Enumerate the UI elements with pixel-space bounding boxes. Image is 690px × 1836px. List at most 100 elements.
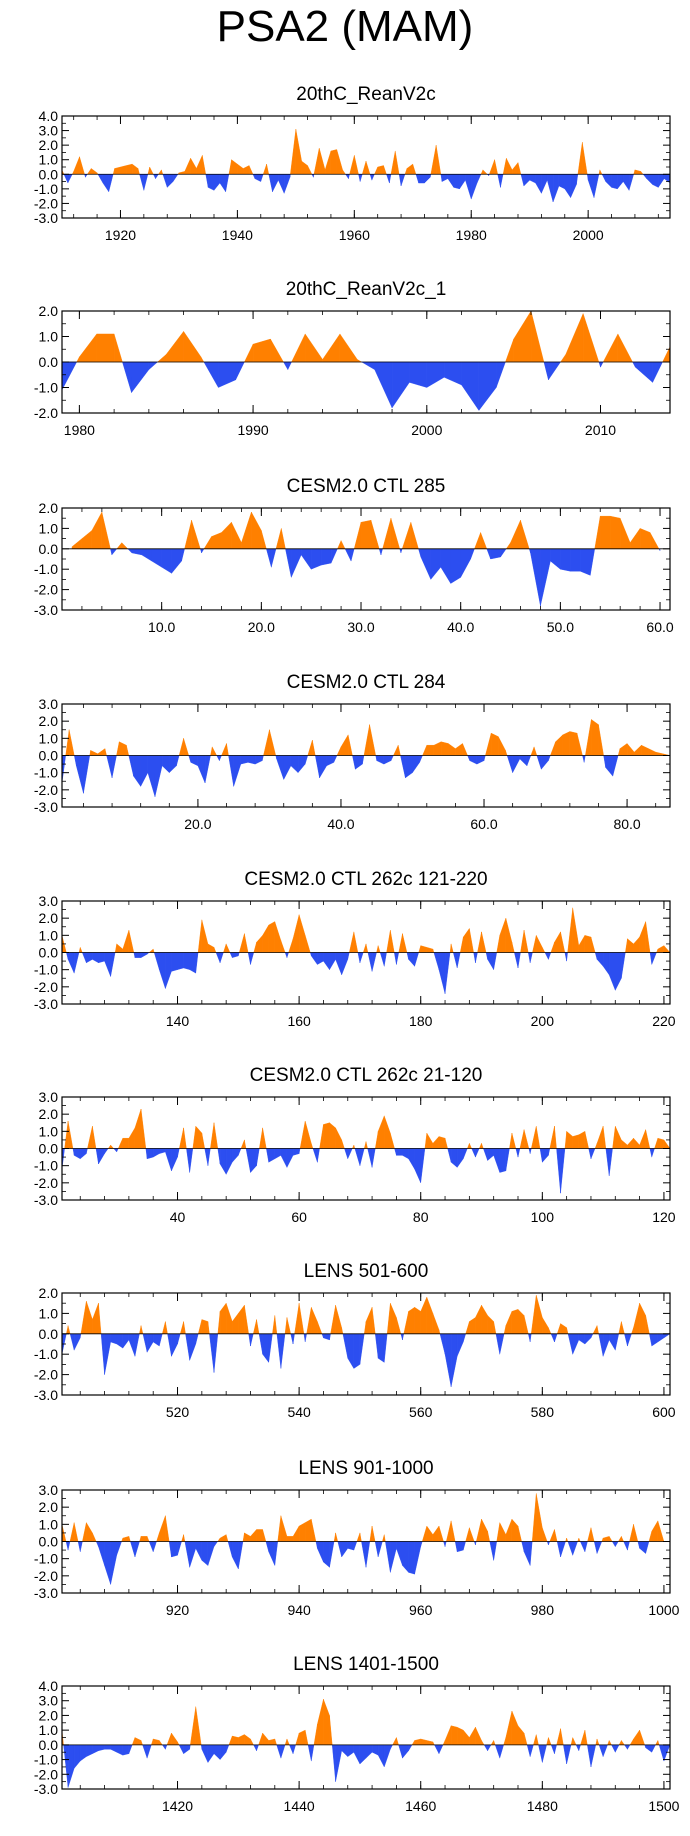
negative-area [104,1148,109,1155]
positive-area [592,1325,598,1335]
positive-area [183,1534,186,1542]
positive-area [480,169,484,175]
positive-area [645,921,651,953]
negative-area [652,174,659,188]
chart-panel-7: LENS 501-600 -3.0 -2.0 -1.0 0.0 1.0 2.0 520 540 5… [34,1261,676,1420]
negative-area [566,952,568,962]
negative-area [189,1148,194,1173]
negative-area [177,952,184,970]
negative-area [80,1744,87,1762]
positive-area [655,1740,659,1746]
positive-area [617,1535,622,1542]
negative-area [65,1541,69,1551]
negative-area [141,548,152,562]
positive-area [134,1737,142,1746]
y-tick-label: 2.0 [39,1707,59,1723]
positive-area [329,1122,336,1149]
x-tick-label: 2000 [573,227,604,243]
positive-area [478,1143,482,1149]
positive-area [432,949,435,953]
positive-area [244,1734,251,1746]
y-tick-label: 0.0 [39,1141,59,1157]
positive-area [480,532,488,549]
positive-area [627,938,634,953]
positive-area [157,353,167,363]
positive-area [298,1303,305,1335]
negative-area [473,952,476,963]
x-tick-label: 600 [652,1404,676,1420]
negative-area [379,952,385,967]
negative-area [359,1744,367,1765]
negative-area [110,952,116,977]
positive-area [237,163,244,175]
positive-area [317,1321,323,1335]
negative-area [554,1744,557,1754]
positive-area [107,1144,111,1149]
positive-area [450,1725,458,1746]
negative-area [415,174,419,184]
positive-area [596,1738,600,1746]
y-tick-label: 4.0 [39,108,59,124]
negative-area [284,952,288,958]
positive-area [256,934,263,953]
negative-area [219,1148,227,1175]
positive-area [633,1137,640,1149]
negative-area [360,361,375,370]
negative-area [227,1541,233,1558]
negative-area [405,755,413,779]
negative-area [602,952,610,976]
positive-area [536,1734,539,1746]
positive-area [475,1519,482,1542]
negative-area [171,1148,178,1171]
positive-area [426,745,435,756]
positive-area [294,1303,300,1335]
negative-area [564,174,571,199]
positive-area [577,142,583,175]
negative-area [219,1744,227,1761]
negative-area [161,548,172,574]
y-tick-label: -3.0 [34,210,58,226]
negative-area [219,952,224,963]
negative-area [171,952,178,972]
negative-area [605,174,612,188]
positive-area [201,919,209,953]
positive-area [584,1730,588,1746]
positive-area [459,937,464,953]
positive-area [663,1139,671,1149]
y-tick-label: 1.0 [39,1516,59,1532]
negative-area [357,952,361,963]
positive-area [295,129,302,175]
negative-area [122,1333,130,1349]
negative-area [530,548,541,606]
negative-area [315,1541,318,1549]
x-tick-label: 580 [531,1404,555,1420]
positive-area [121,542,129,549]
positive-area [648,1531,652,1542]
x-tick-label: 2000 [411,422,442,438]
positive-area [560,931,566,953]
negative-area [143,174,149,191]
positive-area [498,736,506,756]
positive-area [584,935,592,953]
positive-area [590,936,596,953]
chart-panel-4: CESM2.0 CTL 284 -3.0-2.0-1.00.0 1.02.03.0 2… [34,672,671,832]
negative-area [232,1148,239,1163]
negative-area [159,952,166,989]
negative-area [344,1148,348,1159]
negative-area [515,1148,519,1158]
negative-area [228,755,234,787]
negative-area [605,755,613,777]
positive-area [371,1307,376,1335]
positive-area [503,1325,507,1335]
positive-area [91,511,103,549]
x-tick-label: 960 [409,1602,433,1618]
negative-area [378,548,382,555]
negative-area [323,952,330,971]
chart-title: CESM2.0 CTL 262c 121-220 [244,869,487,890]
x-tick-label: 140 [166,1013,190,1029]
negative-area [453,952,458,968]
y-tick-label: -3.0 [34,1781,58,1797]
negative-area [402,1744,409,1759]
negative-area [465,174,472,200]
positive-area [396,1317,402,1335]
